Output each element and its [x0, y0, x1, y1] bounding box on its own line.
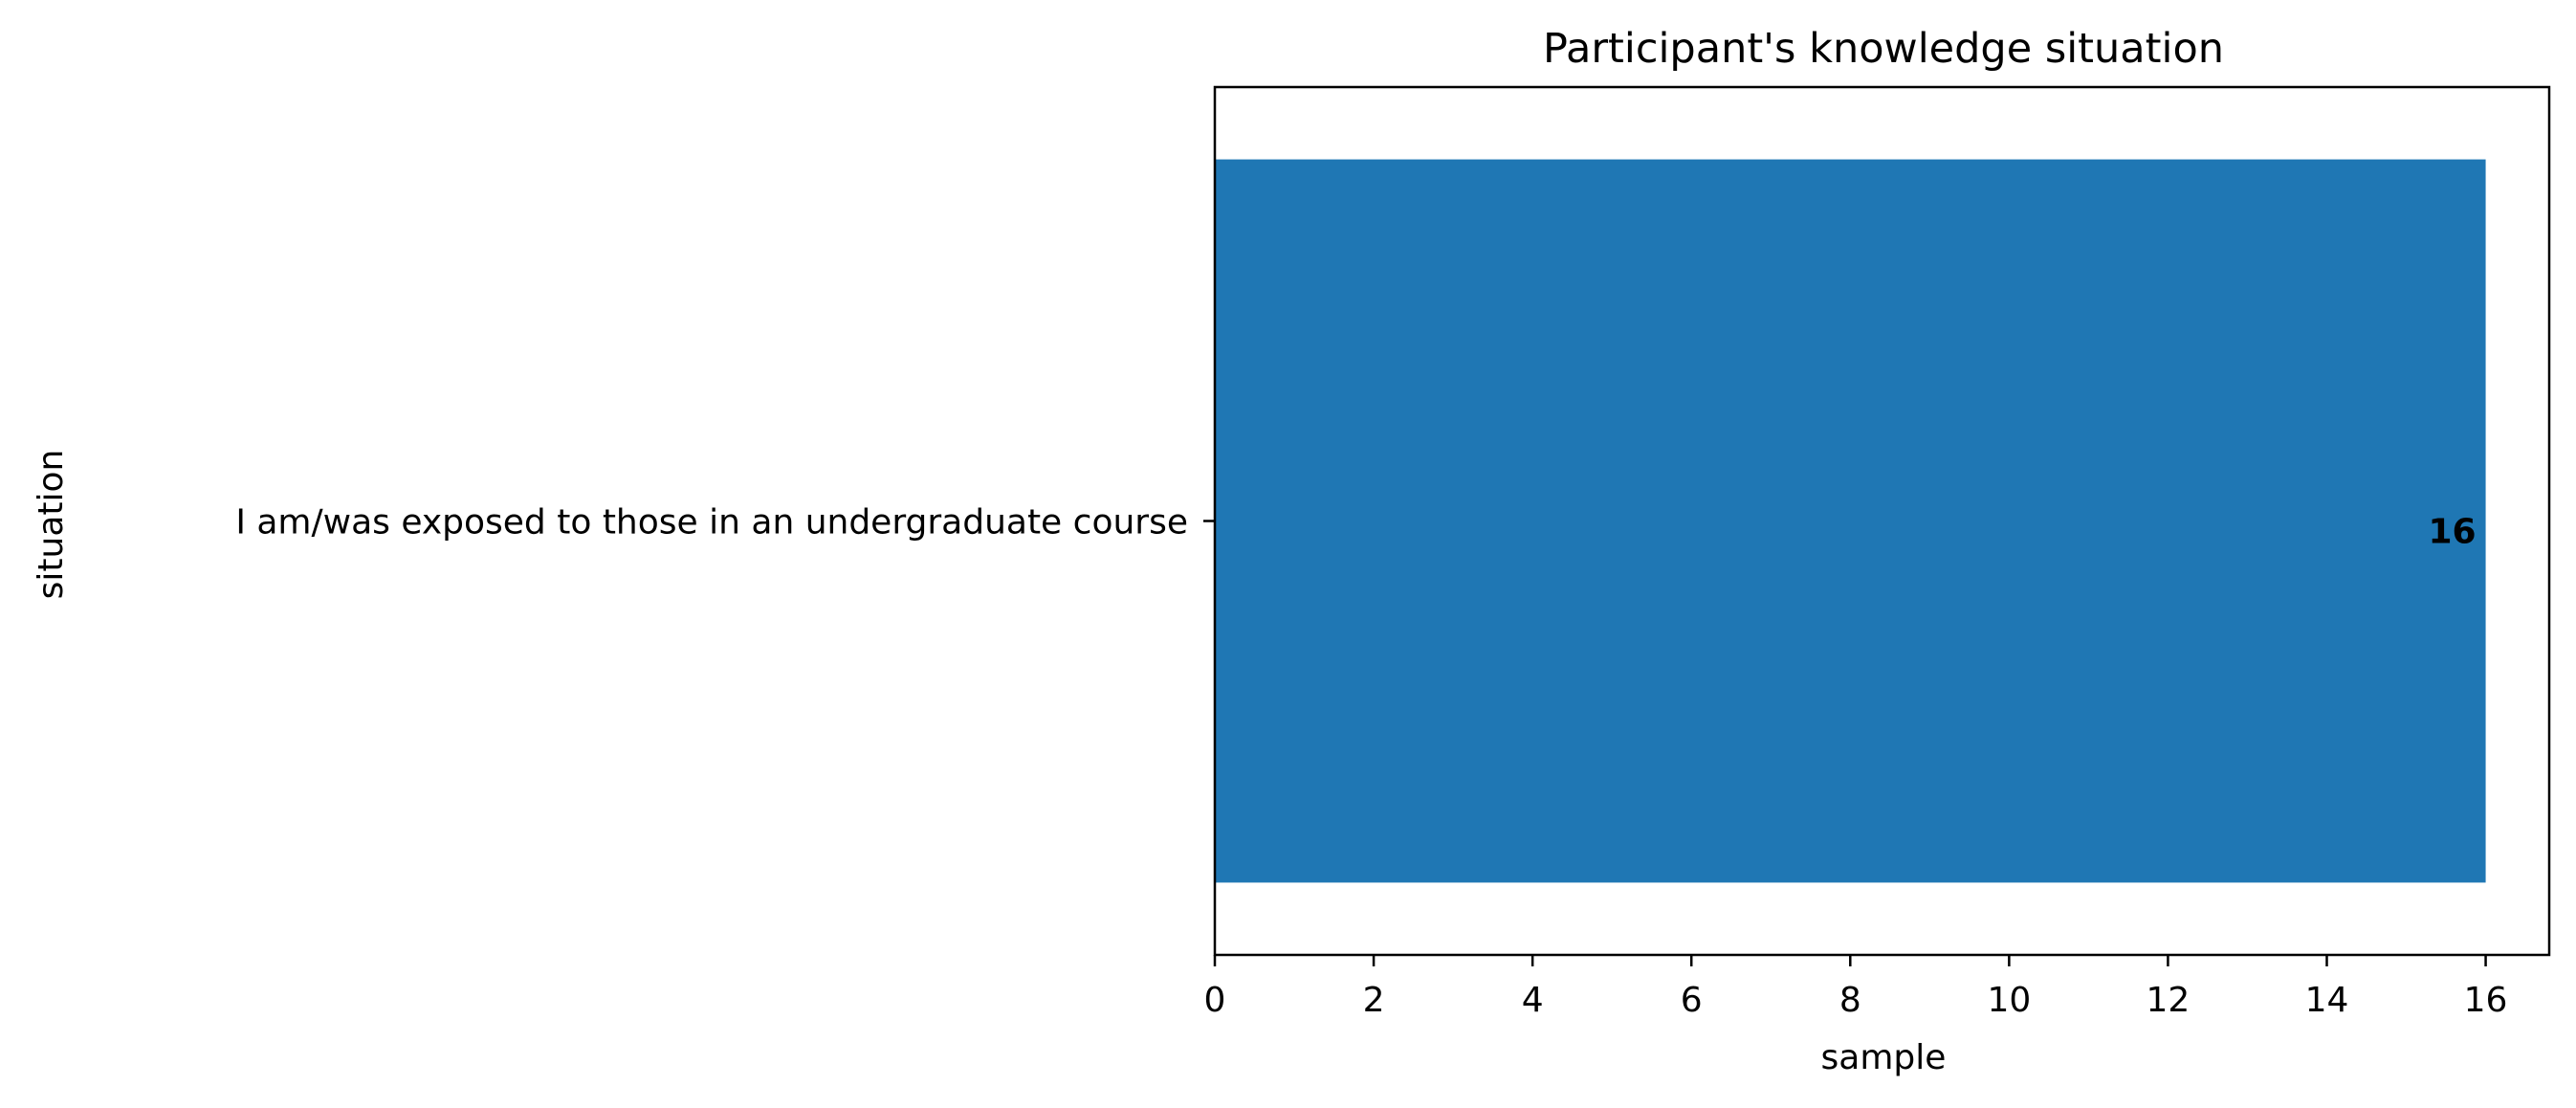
y-axis-label: situation [32, 450, 71, 600]
y-tick-label: I am/was exposed to those in an undergra… [235, 503, 1188, 543]
bar [1215, 159, 2486, 883]
x-tick-label: 16 [2464, 981, 2508, 1020]
x-tick-label: 6 [1681, 981, 1703, 1020]
x-tick-label: 14 [2305, 981, 2349, 1020]
x-tick-label: 8 [1839, 981, 1861, 1020]
x-tick-label: 4 [1522, 981, 1544, 1020]
x-axis-ticks: 0 2 4 6 8 10 12 14 16 [1204, 955, 2508, 1020]
bar-value-label: 16 [2428, 513, 2476, 552]
bars-layer [1215, 159, 2486, 883]
y-axis-ticks: I am/was exposed to those in an undergra… [235, 503, 1215, 543]
x-tick-label: 2 [1363, 981, 1385, 1020]
data-labels: 16 [2428, 513, 2476, 552]
x-tick-label: 0 [1204, 981, 1226, 1020]
x-tick-label: 10 [1987, 981, 2031, 1020]
x-axis-label: sample [1821, 1038, 1947, 1077]
chart-title: Participant's knowledge situation [1543, 25, 2224, 73]
x-tick-label: 12 [2147, 981, 2191, 1020]
